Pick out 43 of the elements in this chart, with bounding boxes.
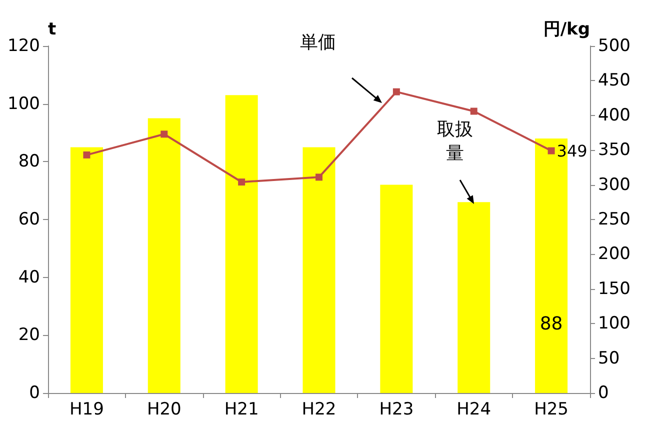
annotation: 単価 bbox=[300, 31, 336, 54]
x-tick-label: H19 bbox=[70, 400, 104, 420]
y-tick-label: 120 bbox=[8, 36, 40, 56]
y2-axis-title: 円/kg bbox=[543, 20, 590, 40]
bar bbox=[302, 147, 336, 393]
y2-tick-label: 200 bbox=[598, 244, 630, 264]
point bbox=[392, 88, 400, 96]
x-tick-label: H24 bbox=[456, 400, 492, 420]
y2-tick-label: 400 bbox=[598, 105, 630, 126]
y-tick-label: 0 bbox=[29, 383, 40, 403]
point bbox=[160, 130, 168, 138]
data-label: 88 bbox=[540, 314, 563, 334]
y2-tick-label: 100 bbox=[598, 314, 630, 334]
point bbox=[238, 178, 246, 186]
x-tick-label: H25 bbox=[534, 400, 568, 420]
bar bbox=[70, 147, 103, 393]
y2-tick-label: 450 bbox=[598, 70, 630, 91]
y2-tick-label: 500 bbox=[598, 36, 630, 56]
y2-tick-label: 150 bbox=[598, 278, 630, 299]
x-tick-label: H23 bbox=[379, 400, 414, 420]
bar bbox=[458, 202, 490, 393]
point bbox=[548, 147, 555, 154]
point bbox=[83, 151, 90, 158]
point bbox=[316, 174, 322, 181]
bar bbox=[148, 118, 180, 393]
x-tick-label: H21 bbox=[224, 400, 259, 420]
y-tick-label: 60 bbox=[18, 210, 40, 230]
y2-tick-label: 300 bbox=[598, 174, 630, 195]
y-axis-title: t bbox=[48, 20, 56, 40]
y2-tick-label: 0 bbox=[598, 383, 609, 403]
x-tick-label: H22 bbox=[302, 400, 336, 420]
point bbox=[470, 108, 478, 115]
bar bbox=[225, 95, 258, 393]
y2-tick-label: 50 bbox=[598, 348, 620, 368]
y-tick-label: 100 bbox=[8, 94, 40, 114]
y-tick-label: 80 bbox=[18, 152, 40, 172]
annotation: 取扱量 bbox=[436, 118, 474, 166]
y2-tick-label: 350 bbox=[598, 140, 630, 160]
y2-tick-label: 250 bbox=[598, 210, 630, 230]
x-tick-label: H20 bbox=[146, 400, 182, 420]
y-tick-label: 20 bbox=[18, 325, 40, 346]
bar bbox=[380, 184, 413, 393]
y-tick-label: 40 bbox=[18, 267, 40, 288]
